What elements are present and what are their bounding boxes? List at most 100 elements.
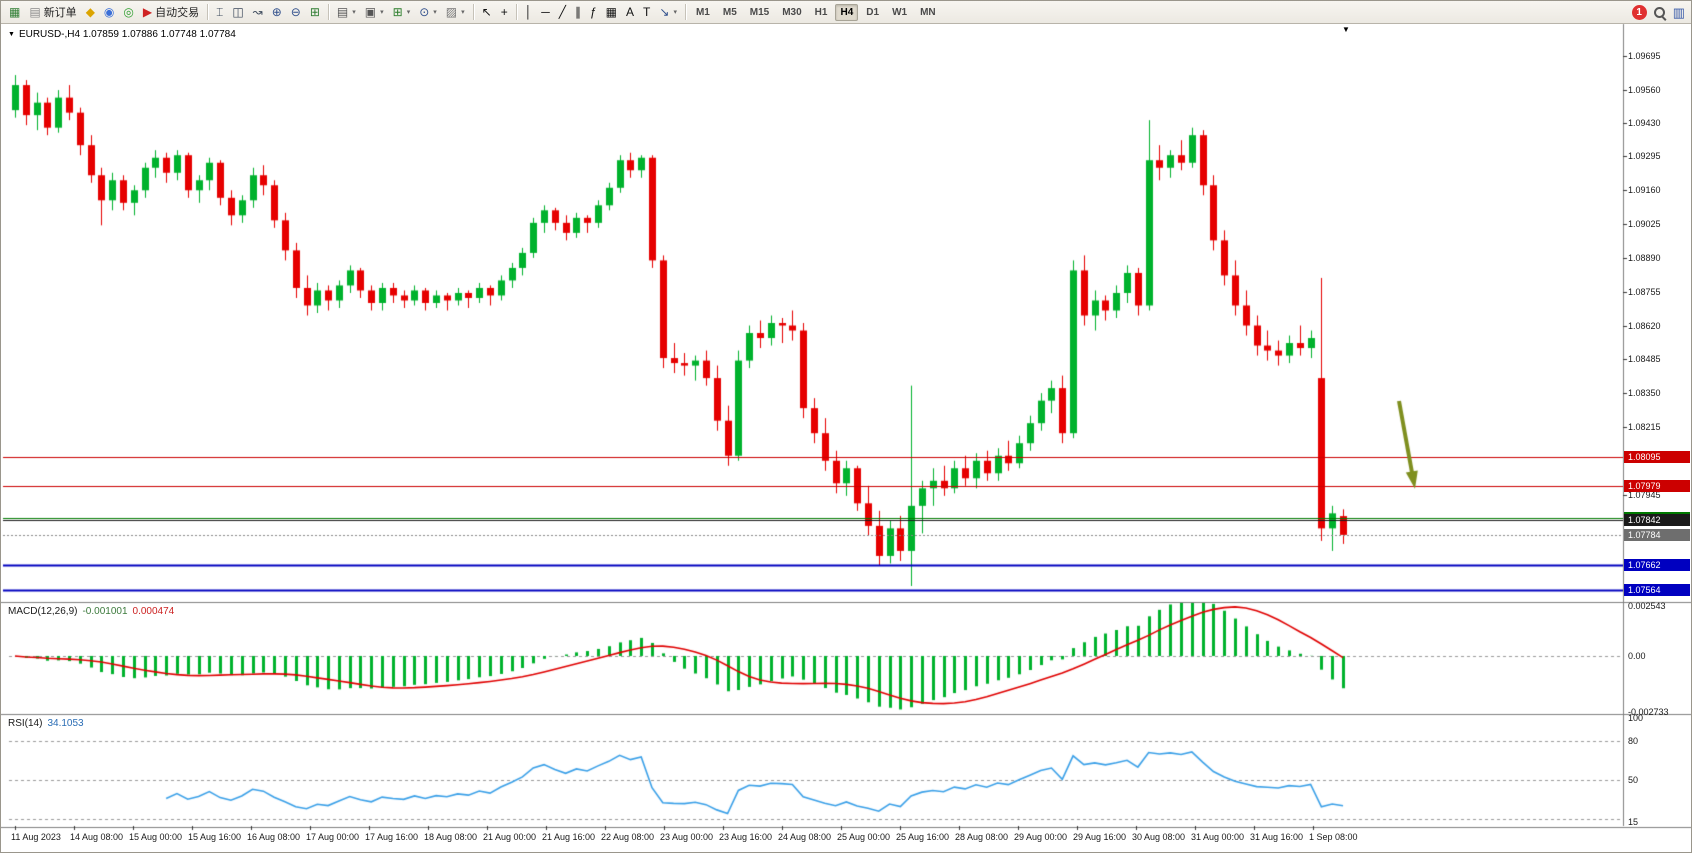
- templates-icon[interactable]: ▨ ▾: [442, 2, 469, 23]
- toolbar: ▦ ▤ 新订单 ◆ ◉ ◎ ▶ 自动交易 ⌶ ◫ ↝ ⊕ ⊖ ⊞ ▤ ▾ ▣ ▾ ⊞ ▾ ⊙ ▾ ▨ ▾ ↖ + │ ─ ╱ ∥ ƒ ▦ A T ↘…: [1, 1, 1691, 24]
- candlestick-icon-glyph: ◫: [232, 5, 244, 19]
- time-axis-label: 22 Aug 08:00: [601, 832, 655, 842]
- chart-menu-icon[interactable]: ▼: [8, 31, 15, 38]
- cursor-icon[interactable]: ↖: [478, 2, 496, 23]
- toolbar-buttons: ▦ ▤ 新订单 ◆ ◉ ◎ ▶ 自动交易 ⌶ ◫ ↝ ⊕ ⊖ ⊞ ▤ ▾ ▣ ▾ ⊞ ▾ ⊙ ▾ ▨ ▾ ↖ + │ ─ ╱ ∥ ƒ ▦ A T ↘…: [5, 2, 942, 23]
- cursor-icon-glyph: ↖: [481, 5, 492, 19]
- time-axis-label: 23 Aug 16:00: [719, 832, 773, 842]
- chevron-down-icon: ▾: [406, 9, 411, 16]
- price-axis-label: 1.09695: [1628, 51, 1661, 61]
- text-icon-glyph: A: [626, 5, 635, 19]
- channel-icon[interactable]: ∥: [571, 2, 585, 23]
- price-axis-label: 1.08485: [1628, 354, 1661, 364]
- time-axis-label: 1 Sep 08:00: [1309, 832, 1358, 842]
- time-axis-label: 11 Aug 2023: [11, 832, 61, 842]
- toolbar-separator: [327, 4, 329, 20]
- line-chart-icon[interactable]: ↝: [249, 2, 267, 23]
- zoom-out-icon[interactable]: ⊖: [287, 2, 305, 23]
- trendline-icon[interactable]: ╱: [555, 2, 570, 23]
- fibonacci-icon-glyph: ƒ: [589, 5, 597, 19]
- macd-axis-label: 0.002543: [1628, 601, 1666, 611]
- price-axis-label: 1.09025: [1628, 219, 1661, 229]
- price-axis-label: 1.09560: [1628, 85, 1661, 95]
- shapes-icon[interactable]: ▦: [602, 2, 621, 23]
- announcement-icon-glyph: ◉: [103, 5, 115, 19]
- macd-main-value: -0.001001: [82, 606, 128, 617]
- timeframe-m15[interactable]: M15: [749, 6, 770, 18]
- search-icon[interactable]: [1653, 6, 1666, 19]
- objects-list-icon[interactable]: ▣ ▾: [361, 2, 388, 23]
- tile-windows-icon-glyph: ⊞: [309, 5, 320, 19]
- crosshair-icon-glyph: +: [500, 5, 508, 19]
- indicators-list-icon[interactable]: ▤ ▾: [333, 2, 360, 23]
- text-label-icon-glyph: T: [643, 5, 651, 19]
- timeframe-m5[interactable]: M5: [722, 6, 737, 18]
- market-watch-icon[interactable]: ◆: [82, 2, 99, 23]
- periods-icon[interactable]: ⊙ ▾: [415, 2, 441, 23]
- horizontal-line-icon[interactable]: ─: [537, 2, 554, 23]
- arrows-tool-icon-glyph: ↘: [659, 5, 670, 19]
- timeframe-h1[interactable]: H1: [814, 6, 828, 18]
- zoom-out-icon-glyph: ⊖: [290, 5, 301, 19]
- time-axis-label: 23 Aug 00:00: [660, 832, 714, 842]
- text-icon[interactable]: A: [622, 2, 638, 23]
- time-axis-label: 24 Aug 08:00: [778, 832, 832, 842]
- text-label-icon[interactable]: T: [639, 2, 654, 23]
- new-chart-icon-glyph: ▦: [9, 5, 21, 19]
- auto-trading-button[interactable]: ▶ 自动交易: [139, 2, 203, 23]
- ohlc-bars-icon[interactable]: ⌶: [212, 2, 227, 23]
- time-axis-label: 17 Aug 00:00: [306, 832, 360, 842]
- timeframe-d1[interactable]: D1: [866, 6, 880, 18]
- time-axis-label: 28 Aug 08:00: [955, 832, 1009, 842]
- vertical-line-icon[interactable]: │: [521, 2, 537, 23]
- macd-axis-label: 0.00: [1628, 651, 1646, 661]
- macd-signal-value: 0.000474: [132, 606, 175, 617]
- new-order-glyph: ▤: [29, 5, 41, 19]
- notification-badge[interactable]: 1: [1631, 5, 1647, 20]
- time-axis-label: 31 Aug 16:00: [1250, 832, 1304, 842]
- timeframe-w1[interactable]: W1: [892, 6, 908, 18]
- time-axis-label: 25 Aug 16:00: [896, 832, 950, 842]
- new-chart-icon[interactable]: ▦: [5, 2, 24, 23]
- time-axis-label: 25 Aug 00:00: [837, 832, 891, 842]
- tile-windows-icon[interactable]: ⊞: [306, 2, 324, 23]
- market-watch-icon-glyph: ◆: [85, 5, 95, 19]
- chart-shift-marker[interactable]: ▼: [1342, 25, 1350, 34]
- macd-label: MACD(12,26,9) -0.001001 0.000474: [8, 606, 174, 617]
- crosshair-icon[interactable]: +: [497, 2, 512, 23]
- timeframe-m30[interactable]: M30: [782, 6, 802, 18]
- toolbar-separator: [684, 4, 686, 20]
- rsi-axis-label: 80: [1628, 736, 1639, 746]
- price-axis-label: 1.08620: [1628, 321, 1661, 331]
- chevron-down-icon: ▾: [380, 9, 384, 16]
- timeframe-m1[interactable]: M1: [695, 6, 710, 18]
- new-order-button[interactable]: ▤ 新订单: [25, 2, 80, 23]
- toolbar-right: 1 ▥: [1631, 1, 1685, 24]
- price-axis-label: 1.09160: [1628, 185, 1661, 195]
- add-indicator-icon[interactable]: ⊞ ▾: [389, 2, 415, 23]
- arrows-tool-icon[interactable]: ↘ ▾: [655, 2, 681, 23]
- rsi-axis-label: 50: [1628, 775, 1639, 785]
- rsi-axis-label: 100: [1628, 713, 1644, 723]
- rsi-name: RSI(14): [8, 718, 43, 729]
- price-axis-label: 1.09430: [1628, 118, 1661, 128]
- refresh-icon[interactable]: ◎: [119, 2, 137, 23]
- timeframe-h4[interactable]: H4: [835, 3, 859, 21]
- time-axis-label: 29 Aug 16:00: [1073, 832, 1127, 842]
- announcement-icon[interactable]: ◉: [100, 2, 118, 23]
- auto-trading-glyph: ▶: [142, 5, 153, 19]
- line-chart-icon-glyph: ↝: [252, 5, 263, 19]
- zoom-in-icon[interactable]: ⊕: [268, 2, 286, 23]
- timeframe-mn[interactable]: MN: [920, 6, 936, 18]
- auto-trading-button-label: 自动交易: [155, 7, 200, 19]
- time-axis-label: 31 Aug 00:00: [1191, 832, 1245, 842]
- time-axis-label: 21 Aug 00:00: [483, 832, 537, 842]
- candlestick-icon[interactable]: ◫: [228, 2, 247, 23]
- time-axis-label: 14 Aug 08:00: [70, 832, 124, 842]
- quotes-chart-icon[interactable]: ▥: [1672, 4, 1685, 20]
- fibonacci-icon[interactable]: ƒ: [586, 2, 601, 23]
- rsi-label: RSI(14) 34.1053: [8, 718, 84, 729]
- trendline-icon-glyph: ╱: [558, 5, 566, 19]
- current-price-box: 1.07784: [1624, 529, 1690, 541]
